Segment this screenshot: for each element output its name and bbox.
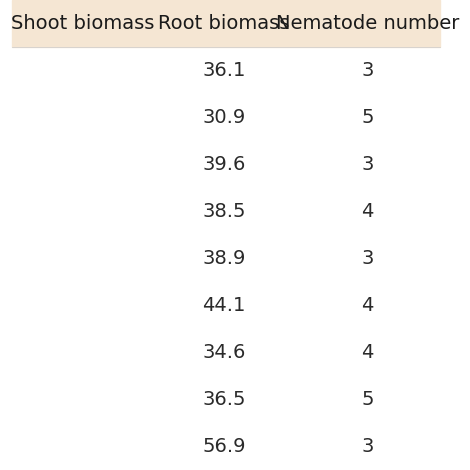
Text: 3: 3 [361, 249, 374, 268]
Text: 38.5: 38.5 [202, 202, 245, 221]
Text: Root biomass: Root biomass [158, 14, 290, 33]
Text: 56.9: 56.9 [202, 437, 245, 456]
Text: 3: 3 [361, 61, 374, 80]
Text: 4: 4 [361, 343, 374, 362]
Text: 3: 3 [361, 155, 374, 174]
Text: 39.6: 39.6 [202, 155, 245, 174]
Bar [12, 0, 440, 47]
Text: 4: 4 [361, 202, 374, 221]
Text: 36.5: 36.5 [202, 390, 245, 409]
Text: Nematode number: Nematode number [276, 14, 459, 33]
Text: 44.1: 44.1 [202, 296, 245, 315]
Text: 30.9: 30.9 [202, 108, 245, 127]
Text: 38.9: 38.9 [202, 249, 245, 268]
Text: 5: 5 [361, 108, 374, 127]
Text: 4: 4 [361, 296, 374, 315]
Text: 3: 3 [361, 437, 374, 456]
Text: 34.6: 34.6 [202, 343, 245, 362]
Text: 36.1: 36.1 [202, 61, 245, 80]
Text: 5: 5 [361, 390, 374, 409]
Text: Shoot biomass: Shoot biomass [11, 14, 154, 33]
